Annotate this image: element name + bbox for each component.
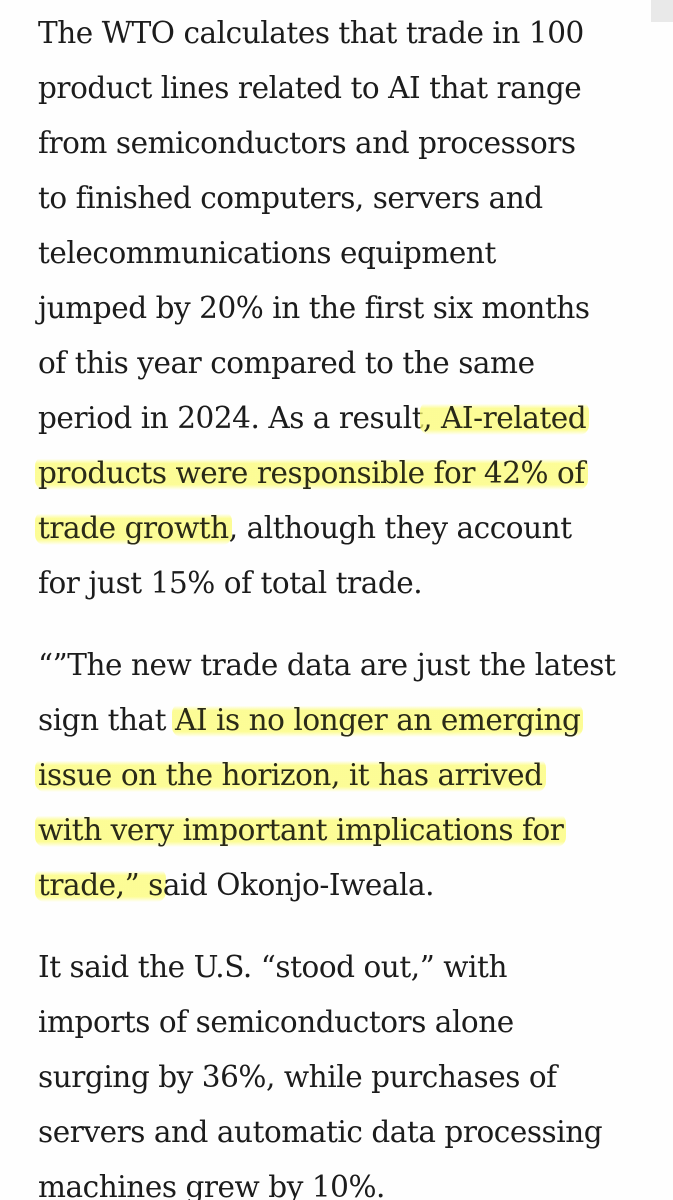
text-line: for just 15% of total trade. [38,566,423,600]
screen-corner [651,0,673,22]
highlighted-text: with very important implications for [35,813,567,847]
text-line: trade,” said Okonjo-Iweala. [35,858,658,913]
text-line: jumped by 20% in the first six months [38,291,590,325]
paragraph-1: The WTO calculates that trade in 100 pro… [35,6,658,611]
highlighted-text: issue on the horizon, it has arrived [35,758,546,792]
text-line: surging by 36%, while purchases of [38,1060,557,1094]
text-line: of this year compared to the same [38,346,535,380]
text-line: products were responsible for 42% of [35,446,658,501]
text-line: The WTO calculates that trade in 100 [38,16,584,50]
text-line: product lines related to AI that range [38,71,582,105]
text-line: sign that AI is no longer an emerging [38,693,658,748]
highlighted-text: trade growth [35,511,232,545]
text-line: from semiconductors and processors [38,126,576,160]
text-line: servers and automatic data processing [38,1115,603,1149]
highlighted-text: , AI-related [420,401,590,435]
article-body: The WTO calculates that trade in 100 pro… [35,6,658,1200]
highlighted-text: trade,” s [35,868,166,902]
text-line: period in 2024. As a result, AI-related [38,391,658,446]
text-line: imports of semiconductors alone [38,1005,514,1039]
paragraph-2-quote: “”The new trade data are just the latest… [35,638,658,913]
text-line: to finished computers, servers and [38,181,543,215]
paragraph-3: It said the U.S. “stood out,” with impor… [38,940,658,1200]
text-line: It said the U.S. “stood out,” with [38,950,507,984]
text-line: issue on the horizon, it has arrived [35,748,658,803]
highlighted-text: products were responsible for 42% of [35,456,588,490]
highlighted-text: AI is no longer an emerging [172,703,584,737]
text-line: with very important implications for [35,803,658,858]
text-line: trade growth, although they account [35,501,658,556]
text-line: machines grew by 10%. [38,1170,385,1200]
text-line: telecommunications equipment [38,236,496,270]
text-line: “”The new trade data are just the latest [38,648,616,682]
